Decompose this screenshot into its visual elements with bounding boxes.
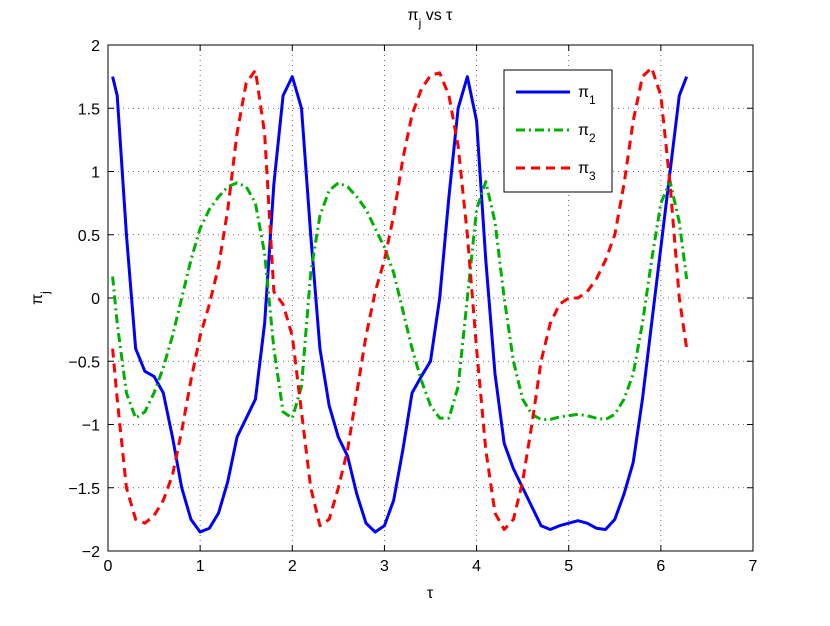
series-line (111, 66, 689, 531)
x-axis-label: τ (427, 585, 434, 602)
y-tick-label: −1.5 (68, 481, 100, 498)
x-tick-label: 6 (656, 558, 665, 575)
x-tick-label: 7 (749, 558, 758, 575)
series-line (111, 75, 689, 534)
y-tick-label: 0.5 (78, 228, 100, 245)
y-tick-label: −1 (82, 418, 100, 435)
y-tick-label: 1.5 (78, 101, 100, 118)
x-tick-label: 1 (196, 558, 205, 575)
y-tick-label: 2 (91, 38, 100, 55)
x-tick-label: 0 (104, 558, 113, 575)
y-tick-label: −2 (82, 544, 100, 561)
y-tick-label: 1 (91, 165, 100, 182)
x-tick-label: 4 (472, 558, 481, 575)
x-tick-label: 3 (380, 558, 389, 575)
series-line (111, 180, 689, 421)
plot-area (108, 45, 753, 551)
x-tick-label: 5 (564, 558, 573, 575)
y-tick-label: −0.5 (68, 354, 100, 371)
x-tick-label: 2 (288, 558, 297, 575)
y-tick-label: 0 (91, 291, 100, 308)
axes-box (107, 44, 754, 552)
